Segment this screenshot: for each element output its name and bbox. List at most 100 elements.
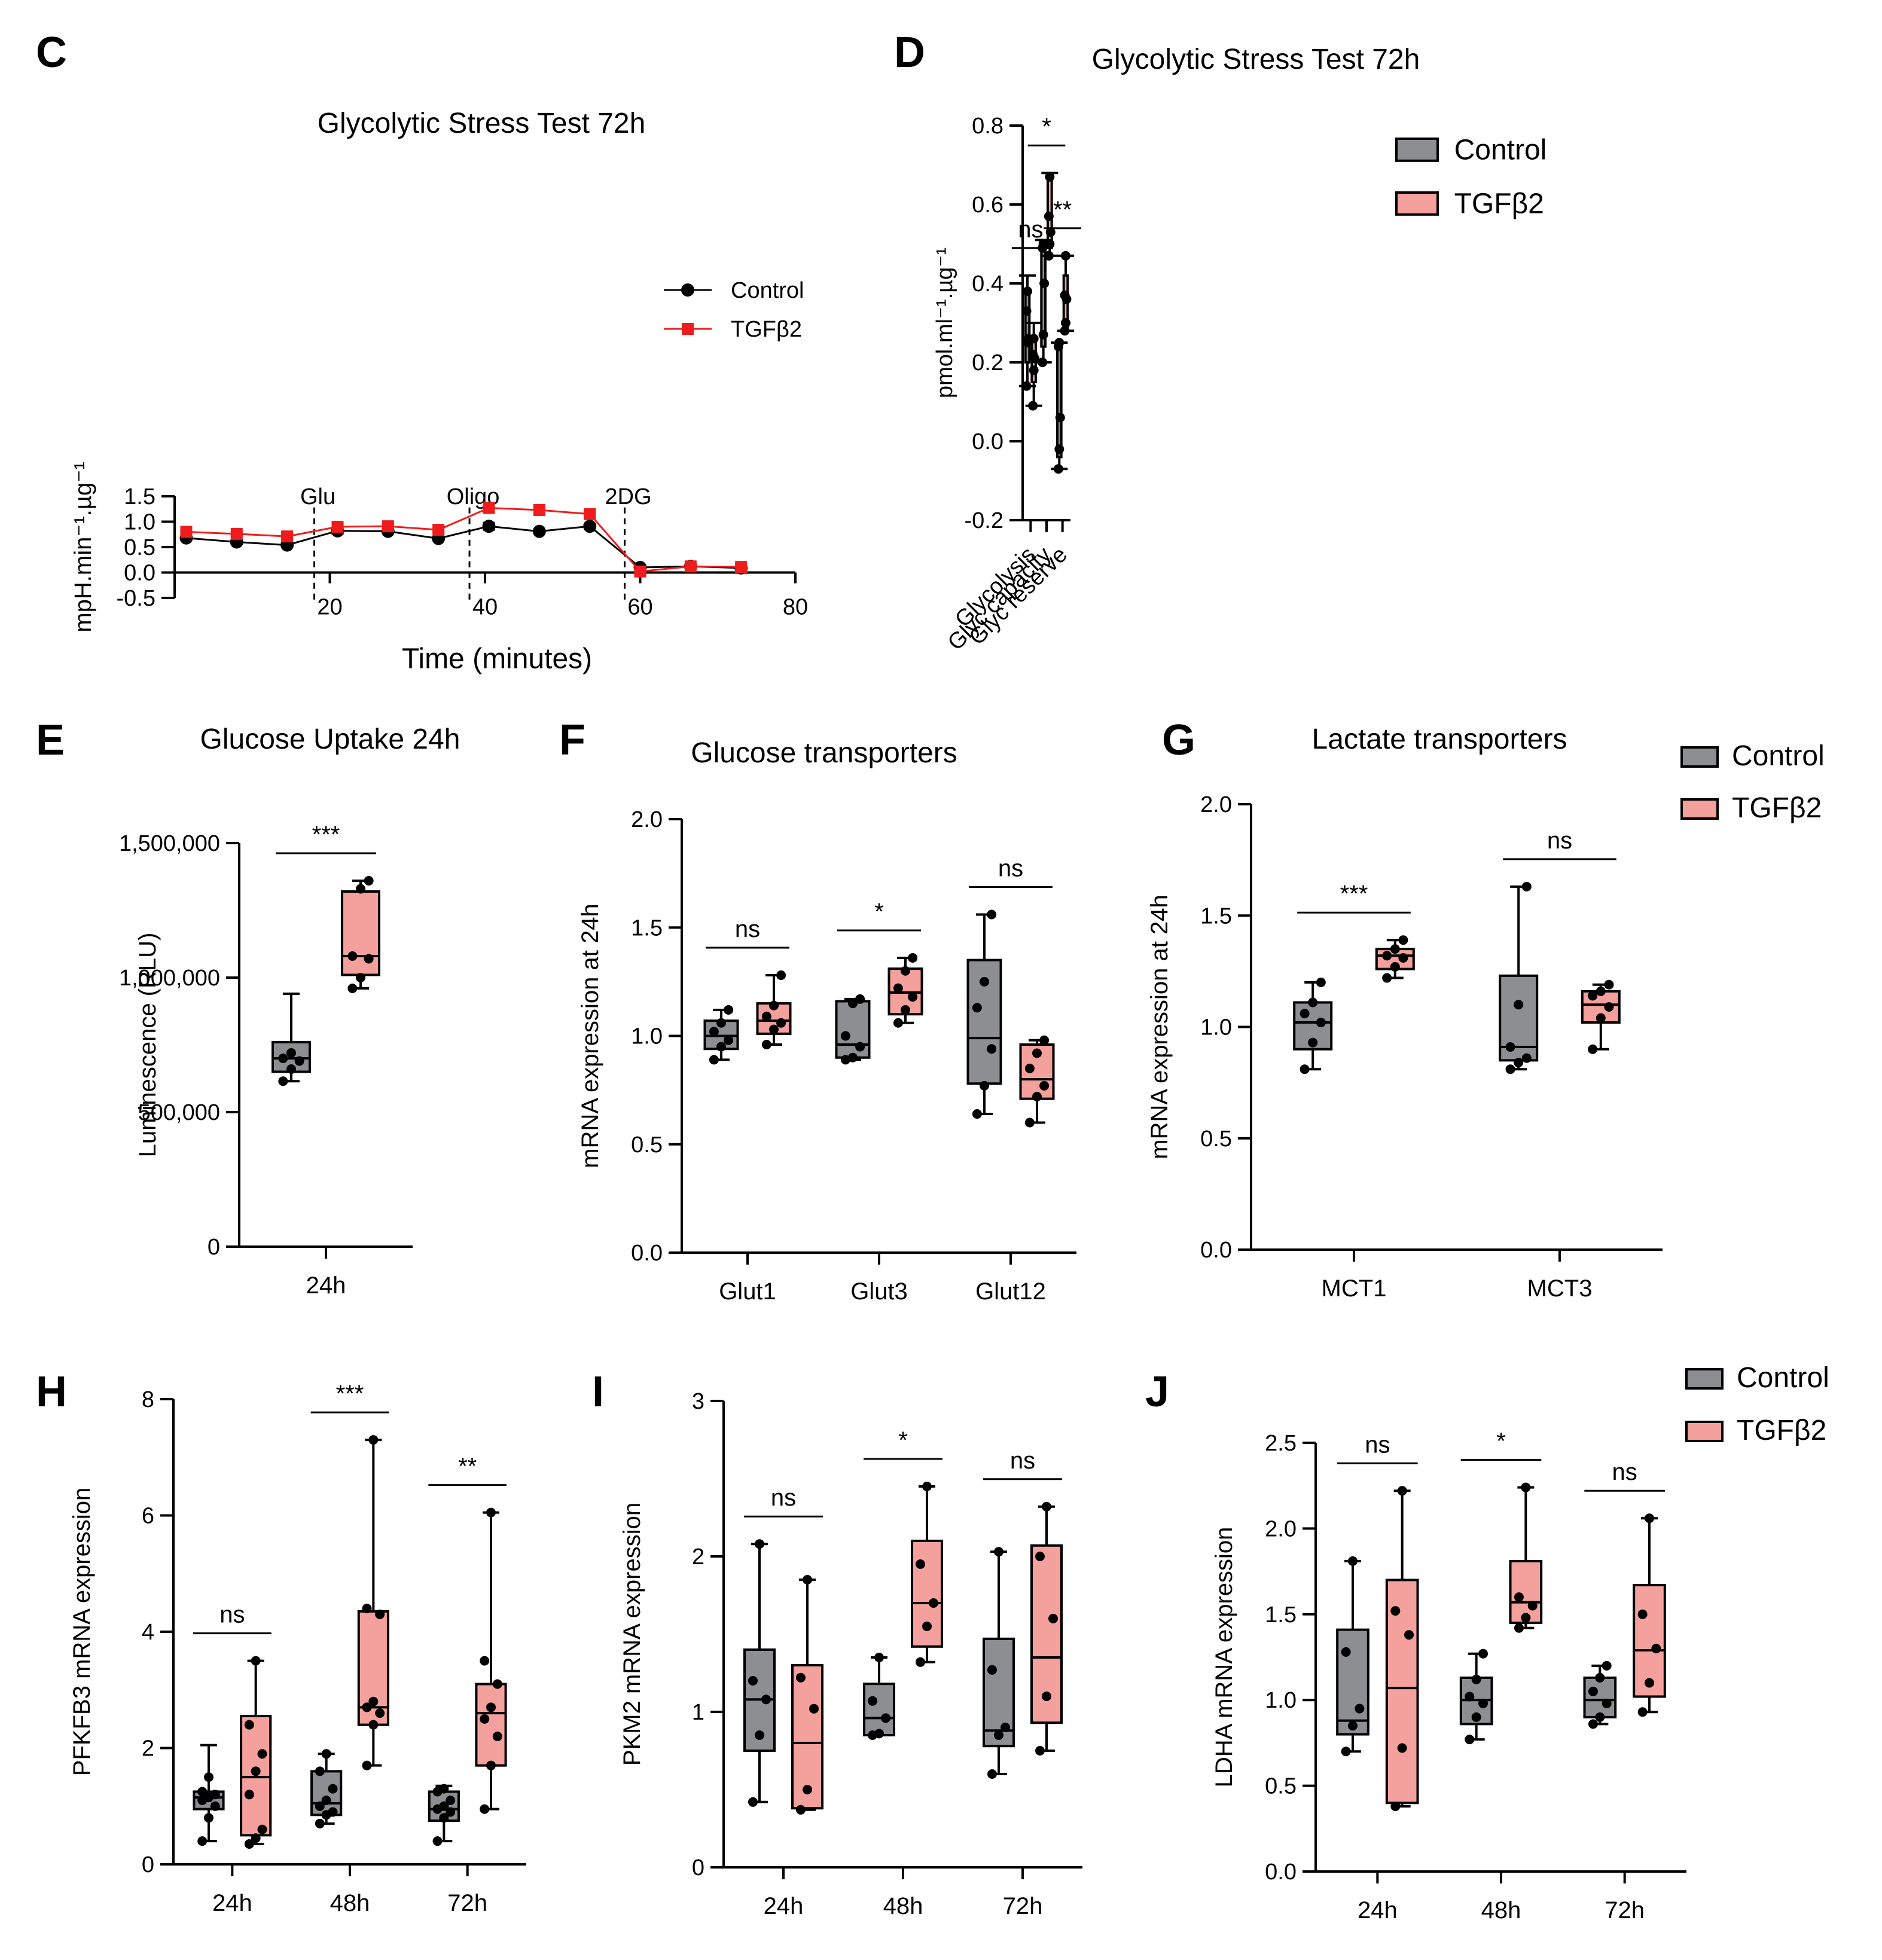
data-point — [716, 1018, 726, 1028]
data-point — [1042, 1501, 1051, 1512]
data-point — [1028, 401, 1038, 411]
data-point — [1355, 1703, 1365, 1714]
x-tick-label: 24h — [764, 1893, 804, 1919]
data-point — [855, 994, 865, 1004]
data-point — [761, 1040, 771, 1049]
y-tick-label: 1.5 — [631, 915, 663, 941]
y-axis-title: mRNA expression at 24h — [1146, 894, 1173, 1159]
data-point — [364, 876, 374, 886]
data-point — [1390, 1802, 1401, 1812]
x-tick-label: MCT1 — [1322, 1275, 1387, 1302]
data-point — [328, 1807, 338, 1817]
data-point — [1382, 973, 1392, 983]
data-point — [929, 1598, 938, 1608]
data-point — [356, 973, 365, 982]
data-point — [684, 560, 697, 573]
data-point — [204, 1772, 213, 1782]
y-axis-title: mpH.min⁻¹.µg⁻¹ — [70, 462, 96, 632]
data-point — [987, 1044, 997, 1054]
data-point — [294, 1056, 304, 1066]
significance-label: ** — [1053, 197, 1072, 223]
data-point — [1024, 1063, 1035, 1073]
y-tick-label: 4 — [142, 1620, 154, 1645]
data-point — [987, 909, 997, 920]
y-tick-label: 2.5 — [1265, 1431, 1297, 1456]
data-point — [1398, 935, 1408, 945]
data-point — [347, 984, 358, 993]
data-point — [769, 1000, 779, 1010]
data-point — [1596, 986, 1606, 996]
y-tick-label: 2.0 — [1265, 1516, 1297, 1541]
data-point — [1035, 1746, 1045, 1756]
data-point — [482, 520, 496, 533]
data-point — [1021, 381, 1032, 391]
significance-label: *** — [336, 1381, 364, 1407]
data-point — [439, 1813, 449, 1823]
data-point — [1465, 1692, 1475, 1702]
panel-label: E — [36, 716, 65, 764]
data-point — [755, 1730, 764, 1740]
data-point — [1514, 1000, 1524, 1010]
control-box — [1056, 345, 1063, 459]
data-point — [1348, 1721, 1358, 1731]
data-point — [1390, 961, 1400, 972]
data-point — [1055, 413, 1065, 423]
y-axis-title: PKM2 mRNA expression — [619, 1503, 645, 1766]
data-point — [709, 1055, 719, 1065]
significance-label: * — [1042, 114, 1051, 140]
x-tick-label: 60 — [627, 595, 652, 620]
data-point — [1045, 239, 1055, 249]
data-point — [368, 1696, 379, 1706]
data-point — [315, 1766, 325, 1776]
data-point — [881, 1713, 890, 1723]
data-point — [251, 1833, 261, 1843]
x-tick-label: 20 — [317, 595, 342, 620]
data-point — [251, 1656, 261, 1666]
x-tick-label: Glut12 — [975, 1278, 1046, 1305]
data-point — [796, 1672, 806, 1683]
legend-label: TGFβ2 — [731, 317, 802, 342]
data-point — [204, 1813, 213, 1823]
data-point — [776, 970, 786, 980]
y-tick-label: 0.0 — [1200, 1238, 1232, 1263]
data-point — [1478, 1698, 1488, 1708]
y-axis-title: LDHA mRNA expression — [1211, 1527, 1237, 1788]
data-point — [761, 1011, 771, 1021]
x-tick-label: 80 — [783, 595, 808, 620]
data-point — [1348, 1556, 1358, 1566]
data-point — [803, 1785, 812, 1794]
y-tick-label: 1.0 — [1200, 1015, 1232, 1040]
y-tick-label: 1.0 — [631, 1024, 663, 1049]
x-tick-label: 72h — [1003, 1893, 1043, 1919]
y-tick-label: 0.4 — [972, 271, 1003, 297]
data-point — [257, 1749, 267, 1759]
data-point — [1471, 1712, 1481, 1722]
y-tick-label: -0.2 — [965, 508, 1003, 533]
data-point — [874, 1729, 884, 1739]
data-point — [1038, 358, 1048, 367]
data-point — [840, 1031, 850, 1041]
data-point — [776, 1018, 786, 1028]
y-tick-label: 0.0 — [124, 561, 155, 586]
data-point — [286, 1048, 296, 1058]
data-point — [1397, 1743, 1407, 1753]
data-point — [328, 1784, 338, 1794]
data-point — [446, 1807, 456, 1817]
data-point — [480, 1714, 490, 1724]
data-point — [755, 1539, 764, 1549]
x-tick-label: 72h — [1605, 1897, 1645, 1924]
data-point — [874, 1653, 884, 1662]
data-point — [1316, 1018, 1326, 1028]
data-point — [1588, 1719, 1598, 1729]
data-point — [1390, 1606, 1401, 1616]
data-point — [1604, 1002, 1614, 1012]
y-tick-label: 2 — [692, 1544, 704, 1570]
data-point — [1471, 1674, 1481, 1684]
significance-label: ** — [458, 1454, 477, 1480]
data-point — [439, 1784, 449, 1794]
y-tick-label: 0 — [692, 1855, 704, 1880]
data-point — [916, 1559, 925, 1569]
data-point — [1048, 1614, 1058, 1623]
data-point — [210, 1801, 220, 1811]
